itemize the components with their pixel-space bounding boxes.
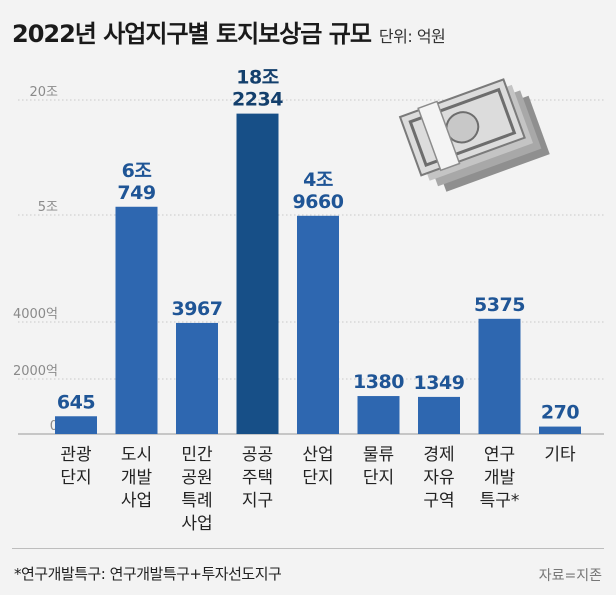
bar bbox=[55, 416, 97, 434]
data-label: 5375 bbox=[474, 294, 525, 316]
category-label: 개발 bbox=[121, 468, 153, 488]
data-label: 270 bbox=[541, 402, 579, 424]
data-label: 1380 bbox=[353, 371, 404, 393]
bar bbox=[115, 206, 158, 434]
category-label: 특구* bbox=[480, 491, 520, 511]
category-label: 산업 bbox=[302, 445, 333, 465]
data-label: 18조 bbox=[236, 67, 278, 89]
category-label: 민간 bbox=[181, 445, 213, 465]
bar bbox=[236, 113, 279, 434]
category-label: 사업 bbox=[121, 491, 152, 511]
data-label: 6조 bbox=[122, 160, 152, 182]
y-tick-label: 2000억 bbox=[13, 364, 58, 379]
bar bbox=[357, 396, 400, 434]
category-label: 관광 bbox=[60, 445, 91, 465]
category-label: 사업 bbox=[181, 514, 212, 534]
category-label: 구역 bbox=[423, 491, 454, 511]
bar bbox=[478, 318, 521, 434]
category-label: 경제 bbox=[423, 445, 454, 465]
category-label: 기타 bbox=[544, 445, 576, 465]
bar bbox=[418, 396, 460, 434]
chart-title: 2022년 사업지구별 토지보상금 규모 bbox=[12, 20, 372, 48]
data-label: 1349 bbox=[414, 372, 465, 394]
category-label: 지구 bbox=[242, 491, 273, 511]
bottom-divider bbox=[12, 548, 604, 549]
data-label: 749 bbox=[117, 182, 155, 204]
data-label: 4조 bbox=[303, 169, 333, 191]
footnote: *연구개발특구: 연구개발특구+투자선도지구 bbox=[14, 565, 282, 583]
category-label: 주택 bbox=[242, 468, 273, 488]
y-tick-label: 5조 bbox=[38, 200, 58, 215]
category-label: 공공 bbox=[242, 445, 273, 465]
data-label: 3967 bbox=[172, 298, 223, 320]
header: 2022년 사업지구별 토지보상금 규모 단위: 억원 bbox=[12, 14, 608, 50]
money-stack-icon bbox=[398, 78, 550, 192]
category-label: 물류 bbox=[363, 445, 394, 465]
bars bbox=[55, 113, 581, 434]
y-tick-label: 4000억 bbox=[13, 307, 58, 322]
unit-label: 단위: 억원 bbox=[378, 27, 446, 46]
category-label: 연구 bbox=[484, 445, 515, 465]
y-tick-label: 20조 bbox=[29, 85, 58, 100]
category-label: 단지 bbox=[302, 468, 333, 488]
bar bbox=[539, 426, 581, 434]
category-labels: 관광단지도시개발사업민간공원특례사업공공주택지구산업단지물류단지경제자유구역연구… bbox=[60, 445, 576, 534]
category-label: 자유 bbox=[423, 468, 454, 488]
category-label: 단지 bbox=[363, 468, 394, 488]
data-label: 2234 bbox=[232, 89, 283, 111]
category-label: 공원 bbox=[181, 468, 212, 488]
category-label: 특례 bbox=[181, 491, 212, 511]
category-label: 도시 bbox=[121, 445, 152, 465]
data-label: 9660 bbox=[293, 191, 344, 213]
source-credit: 자료=지존 bbox=[538, 568, 602, 584]
data-label: 645 bbox=[57, 391, 95, 413]
bar bbox=[176, 322, 218, 434]
category-label: 개발 bbox=[484, 468, 516, 488]
y-tick-label: 0 bbox=[50, 419, 58, 434]
bar bbox=[297, 215, 339, 434]
category-label: 단지 bbox=[60, 468, 91, 488]
